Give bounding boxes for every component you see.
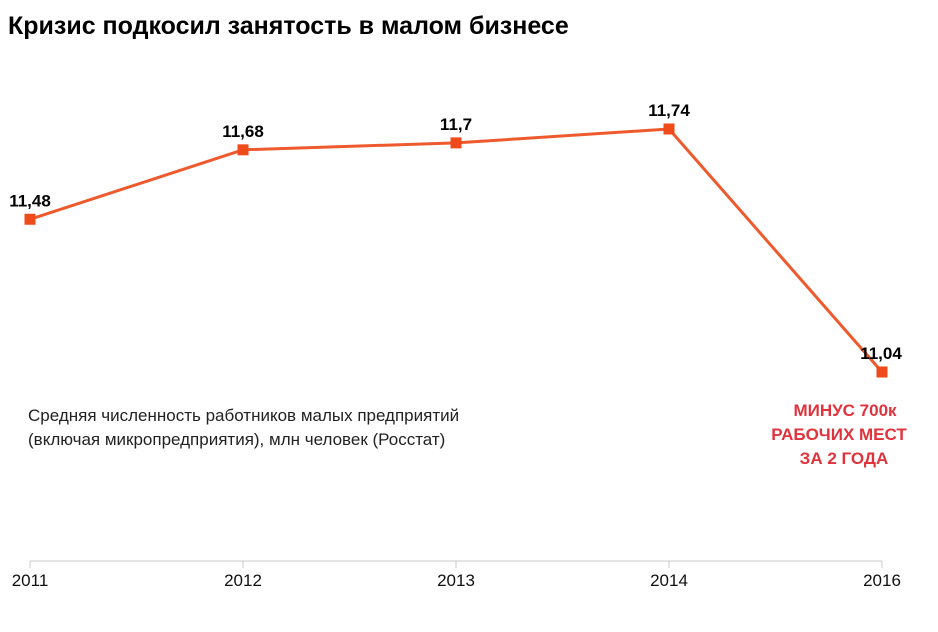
data-point-marker xyxy=(24,213,36,225)
data-label: 11,68 xyxy=(222,122,264,141)
annotation-line-1: МИНУС 700к xyxy=(793,401,897,420)
data-label: 11,04 xyxy=(860,344,902,363)
data-point-marker xyxy=(876,366,888,378)
annotation-line-2: РАБОЧИХ МЕСТ xyxy=(771,425,907,444)
caption-line-2: (включая микропредприятия), млн человек … xyxy=(28,430,445,449)
caption-line-1: Средняя численность работников малых пре… xyxy=(28,406,459,425)
x-tick-label: 2013 xyxy=(437,571,475,590)
annotation-line-3: ЗА 2 ГОДА xyxy=(800,449,889,468)
data-label: 11,48 xyxy=(9,191,51,210)
chart-title: Кризис подкосил занятость в малом бизнес… xyxy=(8,12,569,40)
data-point-marker xyxy=(663,123,675,135)
x-tick-label: 2012 xyxy=(224,571,262,590)
series-markers xyxy=(24,123,888,378)
data-label: 11,7 xyxy=(440,115,472,134)
data-label: 11,74 xyxy=(648,101,690,120)
data-labels: 11,48 11,68 11,7 11,74 11,04 xyxy=(9,101,902,363)
x-axis-ticks xyxy=(29,561,883,568)
data-point-marker xyxy=(450,137,462,149)
x-tick-label: 2011 xyxy=(12,571,49,590)
data-point-marker xyxy=(237,144,249,156)
x-tick-label: 2016 xyxy=(863,571,901,590)
series-line xyxy=(29,127,884,373)
x-tick-label: 2014 xyxy=(650,571,688,590)
x-axis-tick-labels: 2011 2012 2013 2014 2016 xyxy=(12,571,901,590)
